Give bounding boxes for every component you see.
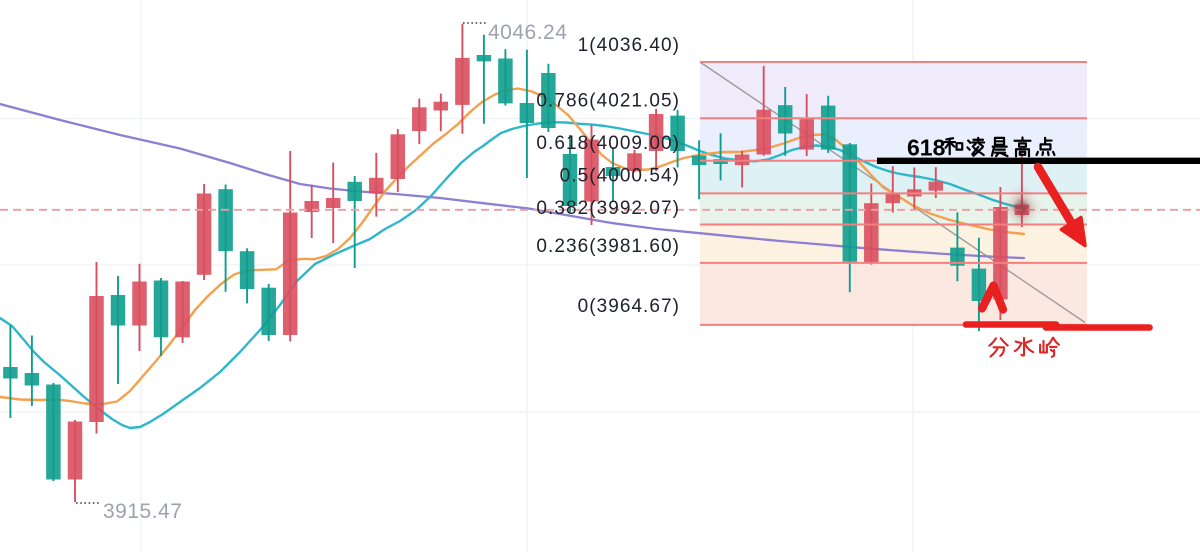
svg-text:0.618(4009.00): 0.618(4009.00) [536,133,680,154]
svg-text:3915.47: 3915.47 [103,500,182,523]
svg-text:1(4036.40): 1(4036.40) [578,35,680,56]
svg-text:4046.24: 4046.24 [488,21,567,44]
svg-text:0(3964.67): 0(3964.67) [578,296,680,317]
svg-text:0.236(3981.60): 0.236(3981.60) [536,236,680,257]
svg-text:618: 618 [907,135,946,161]
svg-text:0.5(4000.54): 0.5(4000.54) [560,166,680,187]
svg-text:0.786(4021.05): 0.786(4021.05) [536,91,680,112]
svg-text:0.382(3992.07): 0.382(3992.07) [536,198,680,219]
